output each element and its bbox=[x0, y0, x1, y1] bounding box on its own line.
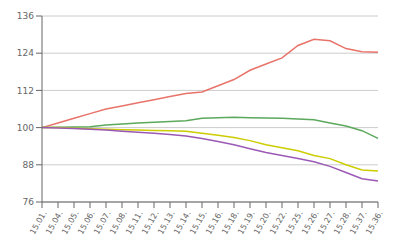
svg-text:15.04.: 15.04. bbox=[44, 209, 65, 236]
svg-text:15.25.: 15.25. bbox=[284, 209, 305, 236]
svg-text:15.07.: 15.07. bbox=[92, 209, 113, 236]
svg-text:15.16.: 15.16. bbox=[204, 209, 225, 236]
svg-text:112: 112 bbox=[17, 86, 34, 96]
svg-text:15.13.: 15.13. bbox=[156, 209, 177, 236]
svg-text:15.11.: 15.11. bbox=[124, 209, 145, 236]
svg-text:15.08.: 15.08. bbox=[108, 209, 129, 236]
svg-text:15.18.: 15.18. bbox=[220, 209, 241, 236]
svg-text:15.27.: 15.27. bbox=[316, 209, 337, 236]
svg-text:15.22.: 15.22. bbox=[268, 209, 289, 236]
svg-text:15.36.: 15.36. bbox=[364, 209, 385, 236]
svg-text:15.12.: 15.12. bbox=[140, 209, 161, 236]
svg-text:15.20.: 15.20. bbox=[252, 209, 273, 236]
svg-text:15.06.: 15.06. bbox=[76, 209, 97, 236]
svg-text:15.05.: 15.05. bbox=[60, 209, 81, 236]
svg-text:15.28.: 15.28. bbox=[332, 209, 353, 236]
svg-text:15.14.: 15.14. bbox=[172, 209, 193, 236]
svg-text:15.01.: 15.01. bbox=[28, 209, 49, 236]
svg-text:15.26.: 15.26. bbox=[300, 209, 321, 236]
svg-text:124: 124 bbox=[17, 48, 34, 58]
svg-text:15.19.: 15.19. bbox=[236, 209, 257, 236]
svg-text:76: 76 bbox=[23, 197, 35, 207]
svg-text:15.37.: 15.37. bbox=[348, 209, 369, 236]
svg-text:15.15.: 15.15. bbox=[188, 209, 209, 236]
svg-text:136: 136 bbox=[17, 11, 34, 21]
svg-text:88: 88 bbox=[23, 160, 35, 170]
svg-text:100: 100 bbox=[17, 123, 34, 133]
